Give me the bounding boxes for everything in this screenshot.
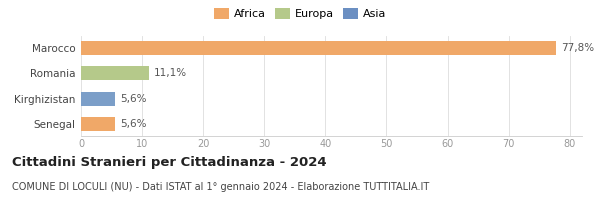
Bar bbox=[81, 66, 149, 80]
Text: 11,1%: 11,1% bbox=[154, 68, 187, 78]
Bar bbox=[81, 92, 115, 106]
Text: COMUNE DI LOCULI (NU) - Dati ISTAT al 1° gennaio 2024 - Elaborazione TUTTITALIA.: COMUNE DI LOCULI (NU) - Dati ISTAT al 1°… bbox=[12, 182, 429, 192]
Bar bbox=[81, 117, 115, 131]
Text: 77,8%: 77,8% bbox=[561, 43, 595, 53]
Bar bbox=[81, 41, 556, 55]
Legend: Africa, Europa, Asia: Africa, Europa, Asia bbox=[212, 6, 388, 21]
Text: Cittadini Stranieri per Cittadinanza - 2024: Cittadini Stranieri per Cittadinanza - 2… bbox=[12, 156, 326, 169]
Text: 5,6%: 5,6% bbox=[120, 119, 146, 129]
Text: 5,6%: 5,6% bbox=[120, 94, 146, 104]
